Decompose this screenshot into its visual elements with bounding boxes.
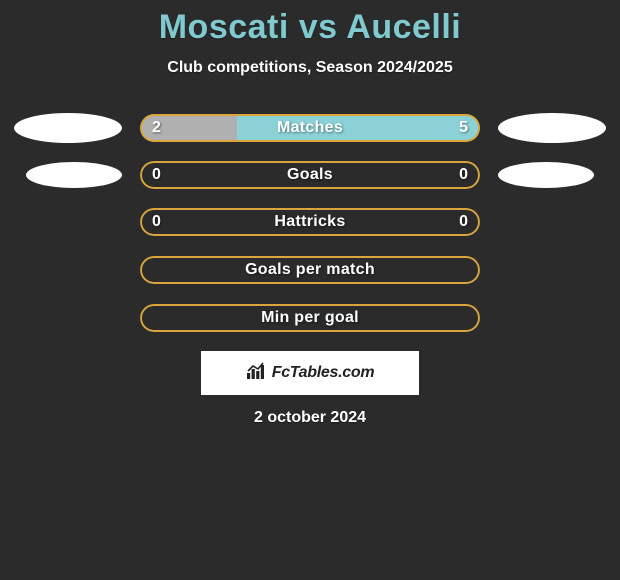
attribution-text: FcTables.com: [272, 364, 375, 382]
stat-row: 0 0 Goals: [0, 161, 620, 189]
player-right-marker: [498, 113, 606, 143]
player-left-marker: [26, 162, 122, 188]
stat-value-left: 2: [152, 119, 161, 137]
stat-rows: 2 5 Matches 0 0 Goals 0 0 Hattricks Goals per mat…: [0, 113, 620, 333]
player-right-marker: [498, 162, 594, 188]
stat-value-left: 0: [152, 166, 161, 184]
stat-label: Matches: [277, 119, 343, 137]
player-left-marker: [14, 113, 122, 143]
page-title: Moscati vs Aucelli: [0, 8, 620, 47]
date-text: 2 october 2024: [0, 409, 620, 427]
bar-fill-right: [237, 114, 480, 142]
stat-bar: Goals per match: [140, 256, 480, 284]
stat-value-right: 5: [459, 119, 468, 137]
stat-row: 2 5 Matches: [0, 113, 620, 143]
subtitle: Club competitions, Season 2024/2025: [0, 59, 620, 77]
chart-icon: [246, 362, 268, 385]
stat-value-left: 0: [152, 213, 161, 231]
stat-bar: 0 0 Hattricks: [140, 208, 480, 236]
stat-bar: 0 0 Goals: [140, 161, 480, 189]
stat-label: Goals: [287, 166, 333, 184]
stat-value-right: 0: [459, 213, 468, 231]
stat-value-right: 0: [459, 166, 468, 184]
stat-bar: 2 5 Matches: [140, 114, 480, 142]
stat-label: Min per goal: [261, 309, 359, 327]
comparison-widget: Moscati vs Aucelli Club competitions, Se…: [0, 0, 620, 427]
stat-label: Goals per match: [245, 261, 375, 279]
attribution-badge[interactable]: FcTables.com: [201, 351, 419, 395]
stat-label: Hattricks: [274, 213, 345, 231]
stat-row: 0 0 Hattricks: [0, 207, 620, 237]
stat-row: Goals per match: [0, 255, 620, 285]
stat-row: Min per goal: [0, 303, 620, 333]
stat-bar: Min per goal: [140, 304, 480, 332]
